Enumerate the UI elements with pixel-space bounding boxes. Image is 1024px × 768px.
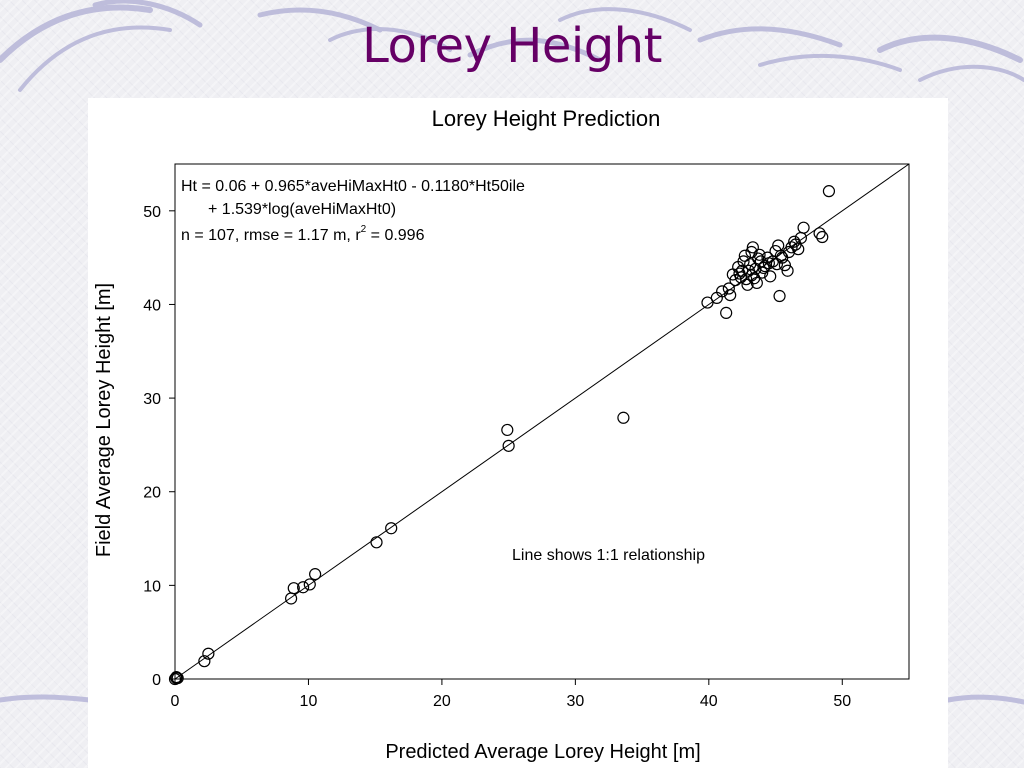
y-tick-label: 30 <box>143 391 161 408</box>
data-point <box>716 285 729 298</box>
data-point <box>781 264 794 277</box>
data-point <box>745 269 758 282</box>
data-point <box>501 423 514 437</box>
data-point <box>737 255 750 268</box>
data-point <box>309 568 322 581</box>
data-point <box>745 245 758 259</box>
data-point <box>813 227 826 240</box>
data-point <box>287 582 300 595</box>
data-point <box>171 671 184 685</box>
data-point <box>170 671 183 684</box>
fit-statistics-prefix: n = 107, rmse = 1.17 m, r <box>181 227 361 244</box>
data-point <box>764 270 777 283</box>
x-tick-label: 0 <box>171 693 180 710</box>
slide-title: Lorey Height <box>362 18 662 74</box>
data-point <box>617 411 630 424</box>
y-axis-label: Field Average Lorey Height [m] <box>93 283 115 557</box>
chart-title: Lorey Height Prediction <box>432 106 661 131</box>
data-point <box>773 289 786 303</box>
y-tick-label: 10 <box>143 578 161 595</box>
data-point <box>370 536 383 549</box>
data-point <box>297 581 310 594</box>
data-point <box>733 267 746 280</box>
data-point <box>722 282 735 295</box>
x-tick-label: 20 <box>433 693 451 710</box>
plot-area-frame <box>174 163 910 680</box>
reference-line-note: Line shows 1:1 relationship <box>512 547 705 564</box>
data-point <box>816 230 829 244</box>
data-point <box>753 248 766 261</box>
fit-statistics-exponent: 2 <box>361 224 367 235</box>
data-point <box>303 578 316 591</box>
data-point <box>720 306 733 319</box>
y-tick-label: 0 <box>152 672 161 689</box>
scatter-chart: Lorey Height Prediction 0 10 20 30 40 50 0 10 20… <box>93 106 910 763</box>
x-tick-label: 30 <box>566 693 584 710</box>
data-point <box>285 592 298 605</box>
data-point <box>724 288 737 302</box>
data-point <box>822 185 836 198</box>
fit-statistics: n = 107, rmse = 1.17 m, r2 = 0.996 <box>181 224 425 244</box>
data-point <box>198 655 211 668</box>
data-point <box>762 257 775 270</box>
fit-statistics-suffix: = 0.996 <box>366 227 424 244</box>
x-tick-label: 10 <box>300 693 318 710</box>
data-point <box>774 249 787 262</box>
data-point <box>385 522 398 535</box>
equation-line-2: + 1.539*log(aveHiMaxHt0) <box>208 201 396 218</box>
data-point <box>785 241 798 254</box>
y-tick-label: 50 <box>143 204 161 221</box>
x-tick-label: 50 <box>833 693 851 710</box>
data-point <box>746 241 759 254</box>
chart-panel: Lorey Height Prediction 0 10 20 30 40 50 0 10 20… <box>88 98 948 768</box>
equation-line-1: Ht = 0.06 + 0.965*aveHiMaxHt0 - 0.1180*H… <box>181 178 525 195</box>
data-point <box>789 238 802 251</box>
x-tick-label: 40 <box>700 693 718 710</box>
data-point <box>202 647 215 660</box>
data-point <box>797 221 810 234</box>
x-axis-label: Predicted Average Lorey Height [m] <box>385 741 700 763</box>
y-tick-label: 20 <box>143 485 161 502</box>
data-point <box>502 439 515 452</box>
data-point <box>754 255 767 268</box>
y-tick-label: 40 <box>143 297 161 314</box>
